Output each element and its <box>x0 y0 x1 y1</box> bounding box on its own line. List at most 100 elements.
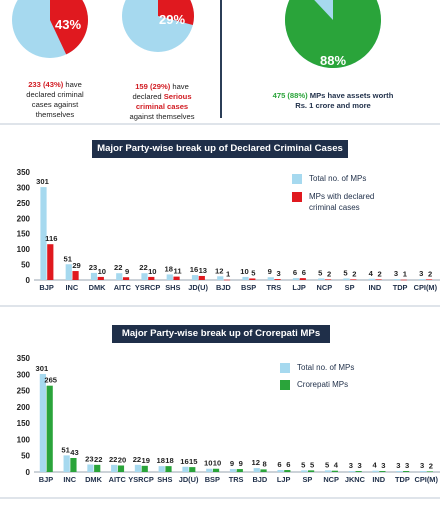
chart2-data-label: 20 <box>118 455 126 464</box>
chart1-bar-total <box>141 273 148 280</box>
chart1-ytick: 300 <box>17 183 31 192</box>
chart2-bar-total <box>324 470 332 472</box>
chart2-data-label: 12 <box>252 458 260 467</box>
pie1-count: 233 (43%) <box>28 80 64 89</box>
chart1-bar-subset <box>350 279 357 280</box>
chart1-data-label: 16 <box>190 265 198 274</box>
chart2-category-label: LJP <box>277 475 291 484</box>
chart2-category-label: TDP <box>395 475 410 484</box>
chart2-data-label: 10 <box>213 459 221 468</box>
chart1-category-label: YSRCP <box>135 283 161 292</box>
chart1-data-label: 29 <box>72 261 80 270</box>
chart2-bar-subset <box>212 468 220 472</box>
chart2-bar-subset <box>117 465 125 472</box>
chart2-category-label: NCP <box>323 475 339 484</box>
chart2-category-label: BSP <box>205 475 220 484</box>
pie3-caption: 475 (88%) MPs have assets worth Rs. 1 cr… <box>272 91 394 110</box>
chart1-category-label: TDP <box>393 283 408 292</box>
chart2-bar-total <box>134 464 142 472</box>
chart1-category-label: TRS <box>266 283 281 292</box>
chart2-bar-total <box>301 470 308 472</box>
chart2-ytick: 250 <box>17 387 31 396</box>
chart2-data-label: 16 <box>180 457 188 466</box>
chart2-data-label: 43 <box>70 448 78 457</box>
chart2-data-label: 2 <box>429 461 433 470</box>
chart1-data-label: 2 <box>352 269 356 278</box>
pie2-count: 159 (29%) <box>135 82 171 91</box>
chart1-category-label: AITC <box>114 283 132 292</box>
chart2-data-label: 5 <box>301 460 306 469</box>
pie2-slice <box>158 0 194 25</box>
chart2-category-label: JKNC <box>345 475 366 484</box>
chart2-bar-total <box>229 469 237 472</box>
chart2-data-label: 5 <box>310 460 315 469</box>
chart2-data-label: 10 <box>204 459 212 468</box>
chart1-data-label: 10 <box>98 267 106 276</box>
chart1-data-label: 23 <box>89 263 97 272</box>
pie-criminal-cases: 43% 29% 88% <box>12 0 381 68</box>
pie3-percent: 88% <box>320 53 346 68</box>
chart2-bar-subset <box>403 471 410 472</box>
chart1-bar-total <box>191 275 199 280</box>
chart2-legend-crorepati: Crorepati MPs <box>297 380 349 389</box>
chart1-bar-total <box>40 187 47 280</box>
chart2-bar-subset <box>284 470 291 472</box>
chart2-category-label: SHS <box>157 475 172 484</box>
chart2-bar-total <box>206 468 213 472</box>
chart2-bar-subset <box>426 471 434 472</box>
chart1-bar-subset <box>324 279 332 280</box>
chart1-bar-total <box>419 279 426 280</box>
chart1-ytick: 350 <box>17 168 31 177</box>
chart1-category-label: IND <box>368 283 381 292</box>
chart1-category-label: SP <box>345 283 355 292</box>
chart2-bar-subset <box>46 385 53 472</box>
section-divider-2 <box>0 305 440 307</box>
chart2-data-label: 22 <box>133 455 141 464</box>
chart1-bar-total <box>217 276 224 280</box>
chart2-data-label: 51 <box>61 445 70 454</box>
chart1-ytick: 250 <box>17 199 31 208</box>
chart2-data-label: 18 <box>156 456 164 465</box>
chart2-ytick: 0 <box>26 468 31 477</box>
chart2-category-label: BJP <box>39 475 53 484</box>
chart1-bar-subset <box>299 278 306 280</box>
chart2-category-label: JD(U) <box>179 475 199 484</box>
chart1-bar-subset <box>425 279 433 280</box>
chart2-data-label: 18 <box>165 456 173 465</box>
chart1-category-label: NCP <box>317 283 333 292</box>
chart1-data-label: 10 <box>148 267 156 276</box>
chart1-bar-subset <box>173 276 180 280</box>
chart2-legend-total: Total no. of MPs <box>297 363 355 372</box>
chart1-data-label: 2 <box>377 269 381 278</box>
chart2-ytick: 300 <box>17 370 31 379</box>
chart1-bar-subset <box>400 279 407 281</box>
chart1-data-label: 9 <box>268 267 272 276</box>
chart1-data-label: 6 <box>302 268 306 277</box>
chart2-category-label: IND <box>372 475 385 484</box>
chart2-category-label: DMK <box>85 475 102 484</box>
chart2-legend-swatch-crorepati <box>280 380 290 390</box>
chart2-data-label: 22 <box>94 455 102 464</box>
chart1-bar-total <box>65 264 72 280</box>
chart2-bar-total <box>63 455 70 472</box>
chart1-legend-total: Total no. of MPs <box>309 174 367 183</box>
chart1-data-label: 22 <box>114 263 122 272</box>
chart1-category-label: INC <box>65 283 78 292</box>
chart1-ytick: 0 <box>26 276 31 285</box>
chart1-data-label: 6 <box>293 268 297 277</box>
chart1-bar-subset <box>274 279 281 280</box>
chart2-category-label: TRS <box>229 475 244 484</box>
chart2-bar-subset <box>307 470 315 472</box>
chart1-data-label: 11 <box>174 267 183 276</box>
chart2-ytick: 150 <box>17 419 31 428</box>
chart2-bar-total <box>158 466 165 472</box>
chart1-bar-subset <box>47 244 54 280</box>
chart1-bar-total <box>242 276 249 280</box>
chart1-category-label: CPI(M) <box>414 283 438 292</box>
chart2-data-label: 6 <box>286 460 290 469</box>
chart1-bar-subset <box>223 279 231 281</box>
chart2-data-label: 8 <box>262 459 266 468</box>
chart1-data-label: 3 <box>394 269 398 278</box>
chart1-legend-swatch-total <box>292 174 302 184</box>
chart2-bar-total <box>87 464 94 472</box>
